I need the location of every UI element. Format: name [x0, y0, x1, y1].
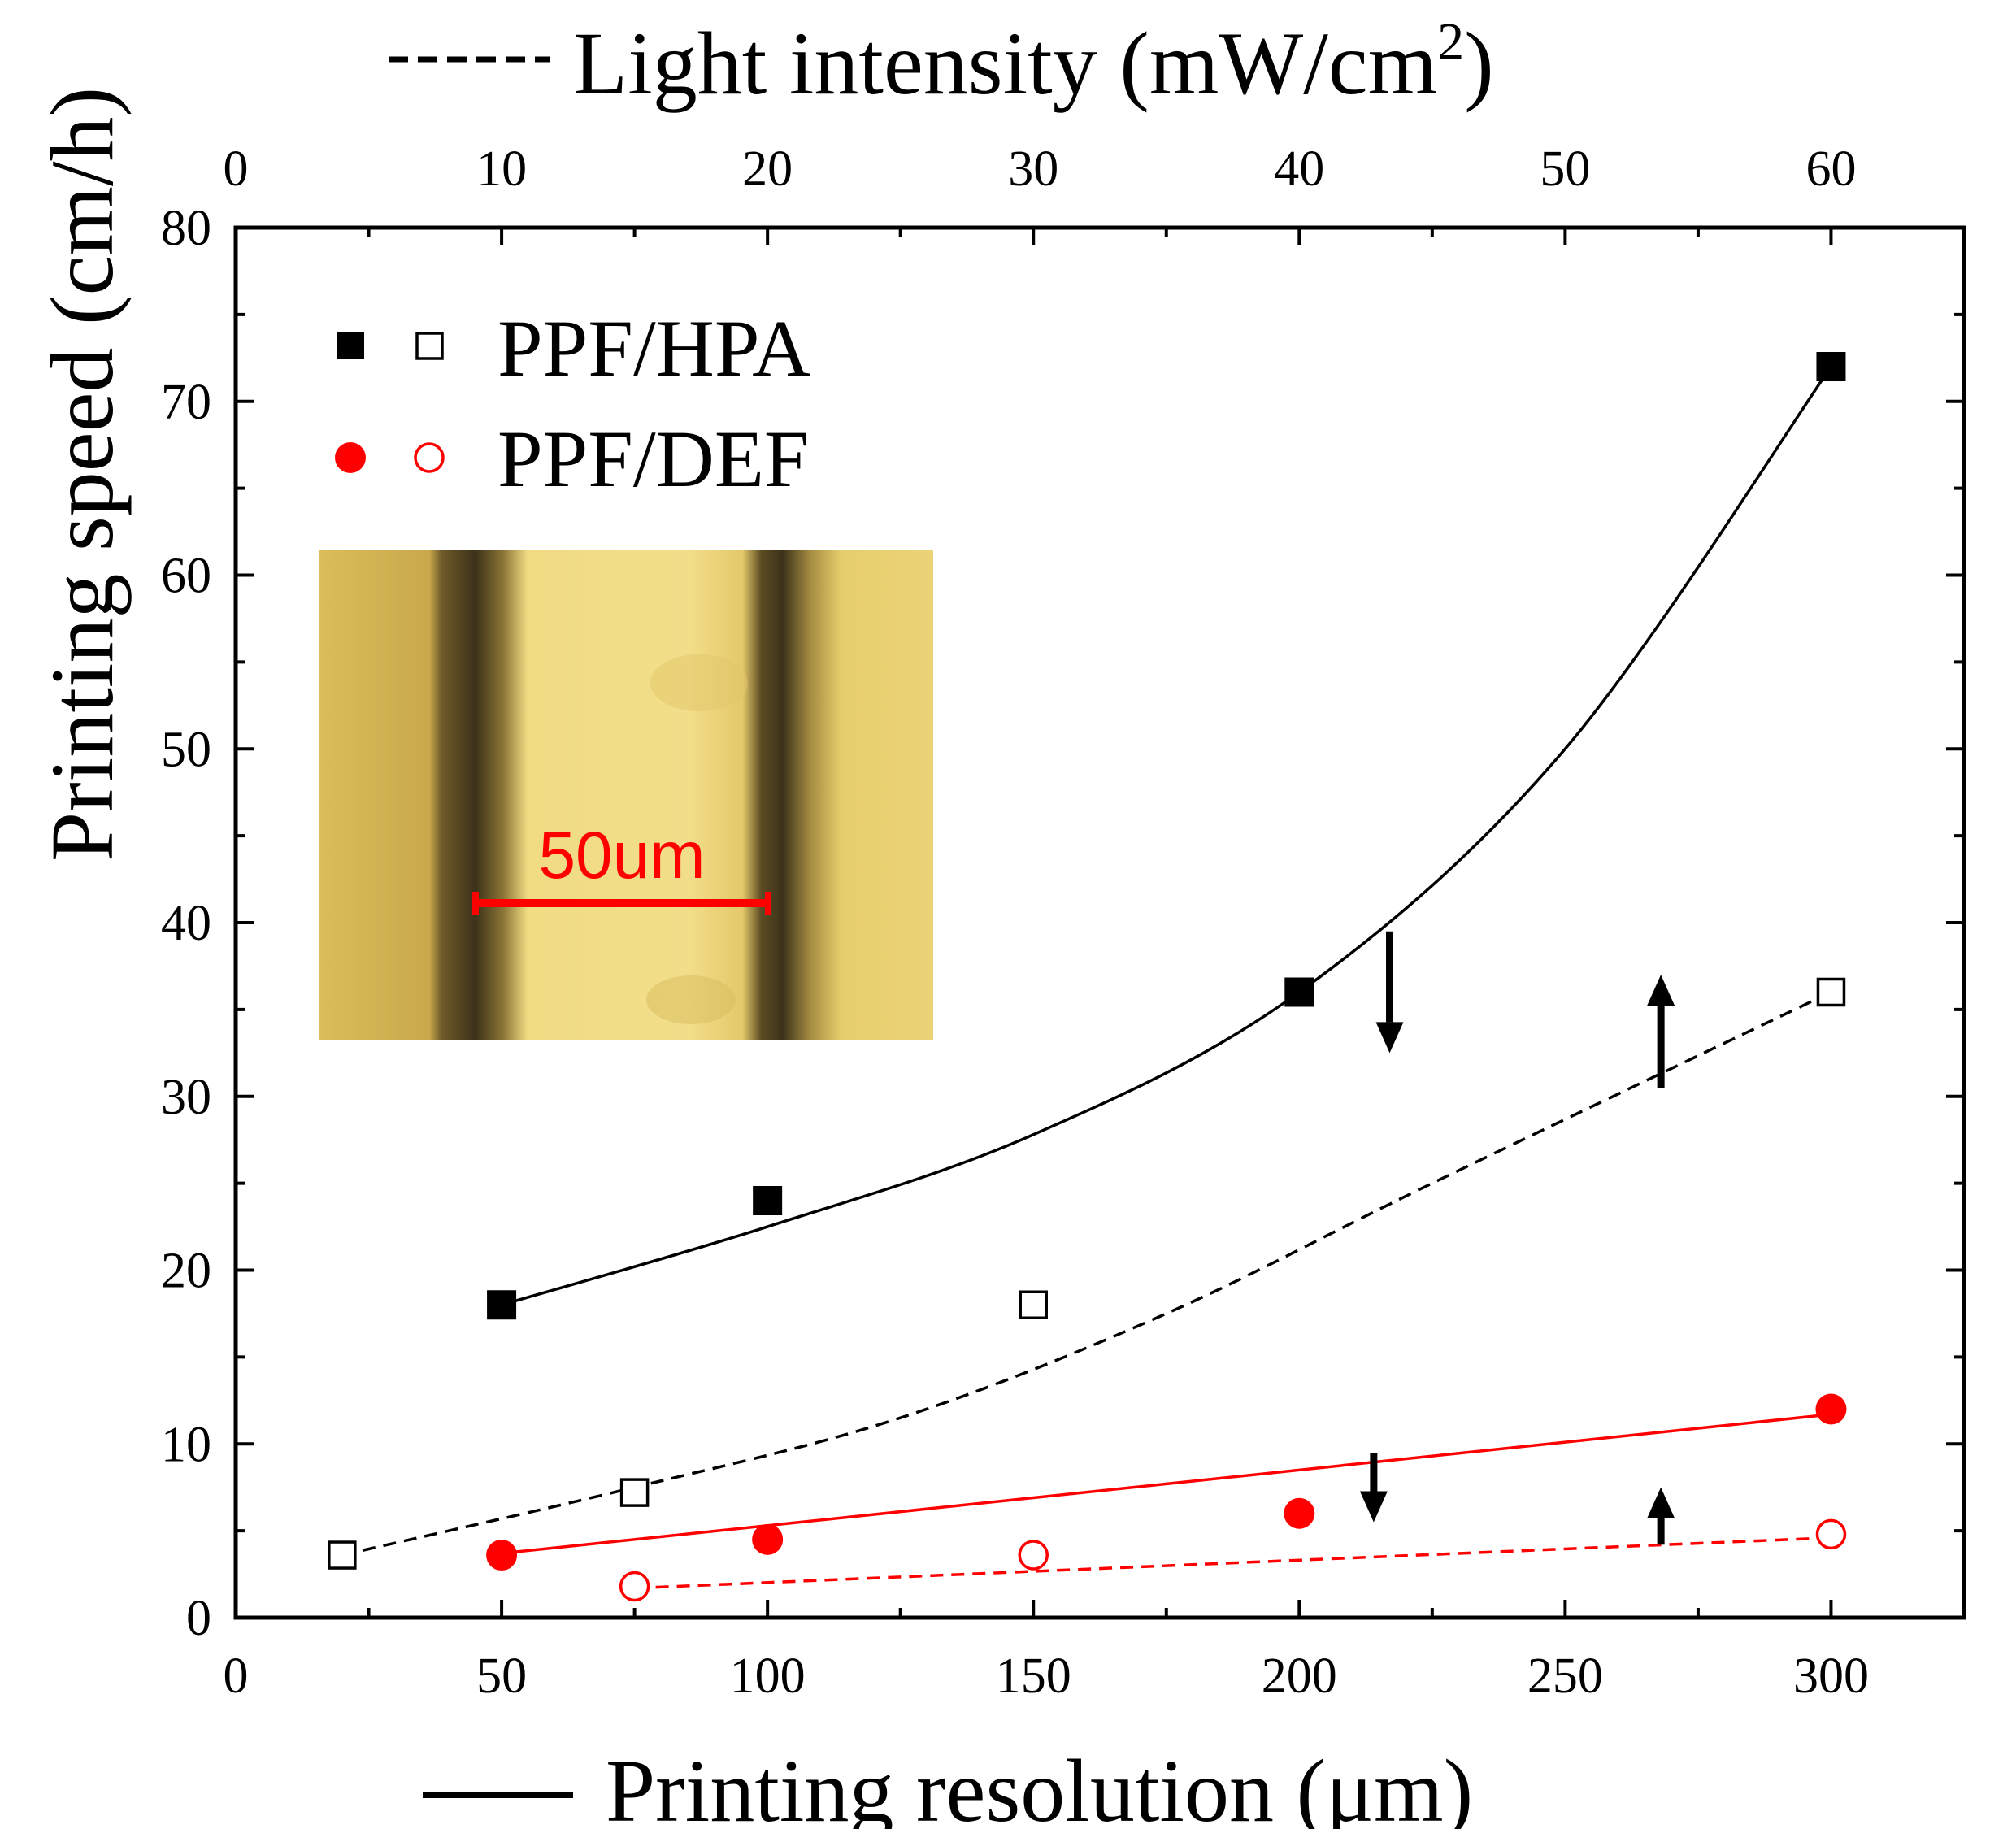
- y-axis-title: Printing speed (cm/h): [33, 87, 132, 862]
- data-point-filled-circle: [1284, 1497, 1315, 1529]
- data-point-open-square: [619, 1478, 650, 1507]
- data-point-open-circle: [1815, 1518, 1847, 1550]
- top-tick-label: 10: [476, 141, 527, 197]
- top-axis-ticks: 0 10 20 30 40 50 60: [224, 141, 1856, 245]
- fit-line-series-2: [501, 1413, 1831, 1555]
- data-point-open-square: [1019, 1290, 1048, 1319]
- inset-micrograph: 50um: [319, 550, 933, 1040]
- y-tick-label: 70: [161, 375, 211, 430]
- legend-filled-square-icon: [337, 332, 364, 359]
- legend-open-square-icon: [415, 332, 444, 360]
- fit-line-series-1: [341, 990, 1832, 1557]
- bottom-tick-label: 150: [996, 1649, 1071, 1704]
- inset-texture: [650, 654, 748, 711]
- svg-text:Light intensity (mW/cm2): Light intensity (mW/cm2): [573, 12, 1494, 113]
- data-markers: [328, 352, 1847, 1602]
- legend-open-circle-icon: [414, 442, 445, 473]
- y-tick-label: 0: [186, 1591, 211, 1646]
- bottom-tick-label: 0: [224, 1649, 249, 1704]
- top-axis-title-text: Light intensity (mW/cm: [573, 14, 1437, 113]
- scale-bar-label: 50um: [538, 819, 705, 893]
- fit-line-series-3: [634, 1536, 1831, 1590]
- y-tick-label: 10: [161, 1417, 211, 1472]
- y-tick-label: 20: [161, 1244, 211, 1299]
- y-tick-label: 50: [161, 722, 211, 777]
- arrow-down-icon: [1359, 1491, 1388, 1523]
- data-point-filled-square: [753, 1186, 783, 1215]
- fit-lines: [341, 366, 1832, 1590]
- legend-filled-circle-icon: [335, 442, 366, 473]
- data-point-open-circle: [619, 1571, 650, 1602]
- arrow-down-icon: [1375, 1022, 1404, 1054]
- top-tick-label: 50: [1540, 141, 1590, 197]
- top-tick-label: 30: [1008, 141, 1058, 197]
- y-axis-ticks: 0 10 20 30 40 50 60 70 80: [161, 201, 1964, 1646]
- y-tick-label: 30: [161, 1070, 211, 1125]
- arrow-up-icon: [1647, 975, 1675, 1006]
- top-axis-title-close: ): [1464, 14, 1494, 113]
- fit-line-series-0: [501, 366, 1832, 1306]
- data-point-filled-square: [487, 1290, 517, 1320]
- top-tick-label: 0: [224, 141, 249, 197]
- y-tick-label: 80: [161, 201, 211, 256]
- top-tick-label: 40: [1274, 141, 1324, 197]
- y-tick-label: 40: [161, 896, 211, 951]
- legend: PPF/HPA PPF/DEF: [335, 303, 811, 504]
- bottom-tick-label: 50: [476, 1649, 527, 1704]
- bottom-axis-ticks: 0 50 100 150 200 250 300: [224, 1600, 1869, 1704]
- legend-label-def: PPF/DEF: [497, 414, 810, 504]
- bottom-tick-label: 300: [1793, 1649, 1869, 1704]
- bottom-axis-title-text: Printing resolution (μm): [606, 1741, 1473, 1829]
- data-point-filled-circle: [486, 1540, 518, 1571]
- data-point-open-circle: [1018, 1540, 1049, 1571]
- y-tick-label: 60: [161, 549, 211, 604]
- data-point-filled-square: [1816, 352, 1846, 381]
- arrow-up-icon: [1647, 1487, 1675, 1518]
- top-tick-label: 20: [742, 141, 793, 197]
- data-point-open-square: [328, 1540, 357, 1570]
- data-point-filled-circle: [1815, 1393, 1847, 1425]
- data-point-filled-circle: [752, 1523, 784, 1555]
- data-point-open-square: [1816, 977, 1846, 1007]
- bottom-axis-title: Printing resolution (μm): [423, 1741, 1473, 1829]
- inset-texture: [646, 975, 736, 1024]
- bottom-tick-label: 200: [1262, 1649, 1337, 1704]
- bottom-tick-label: 100: [730, 1649, 806, 1704]
- top-tick-label: 60: [1805, 141, 1856, 197]
- data-point-filled-square: [1284, 977, 1314, 1007]
- inset-image: [319, 550, 933, 1040]
- annotation-arrows: [1359, 931, 1675, 1545]
- top-axis-title-superscript: 2: [1437, 12, 1464, 72]
- legend-label-hpa: PPF/HPA: [497, 303, 811, 393]
- bottom-tick-label: 250: [1527, 1649, 1603, 1704]
- top-axis-title: Light intensity (mW/cm2): [389, 12, 1494, 113]
